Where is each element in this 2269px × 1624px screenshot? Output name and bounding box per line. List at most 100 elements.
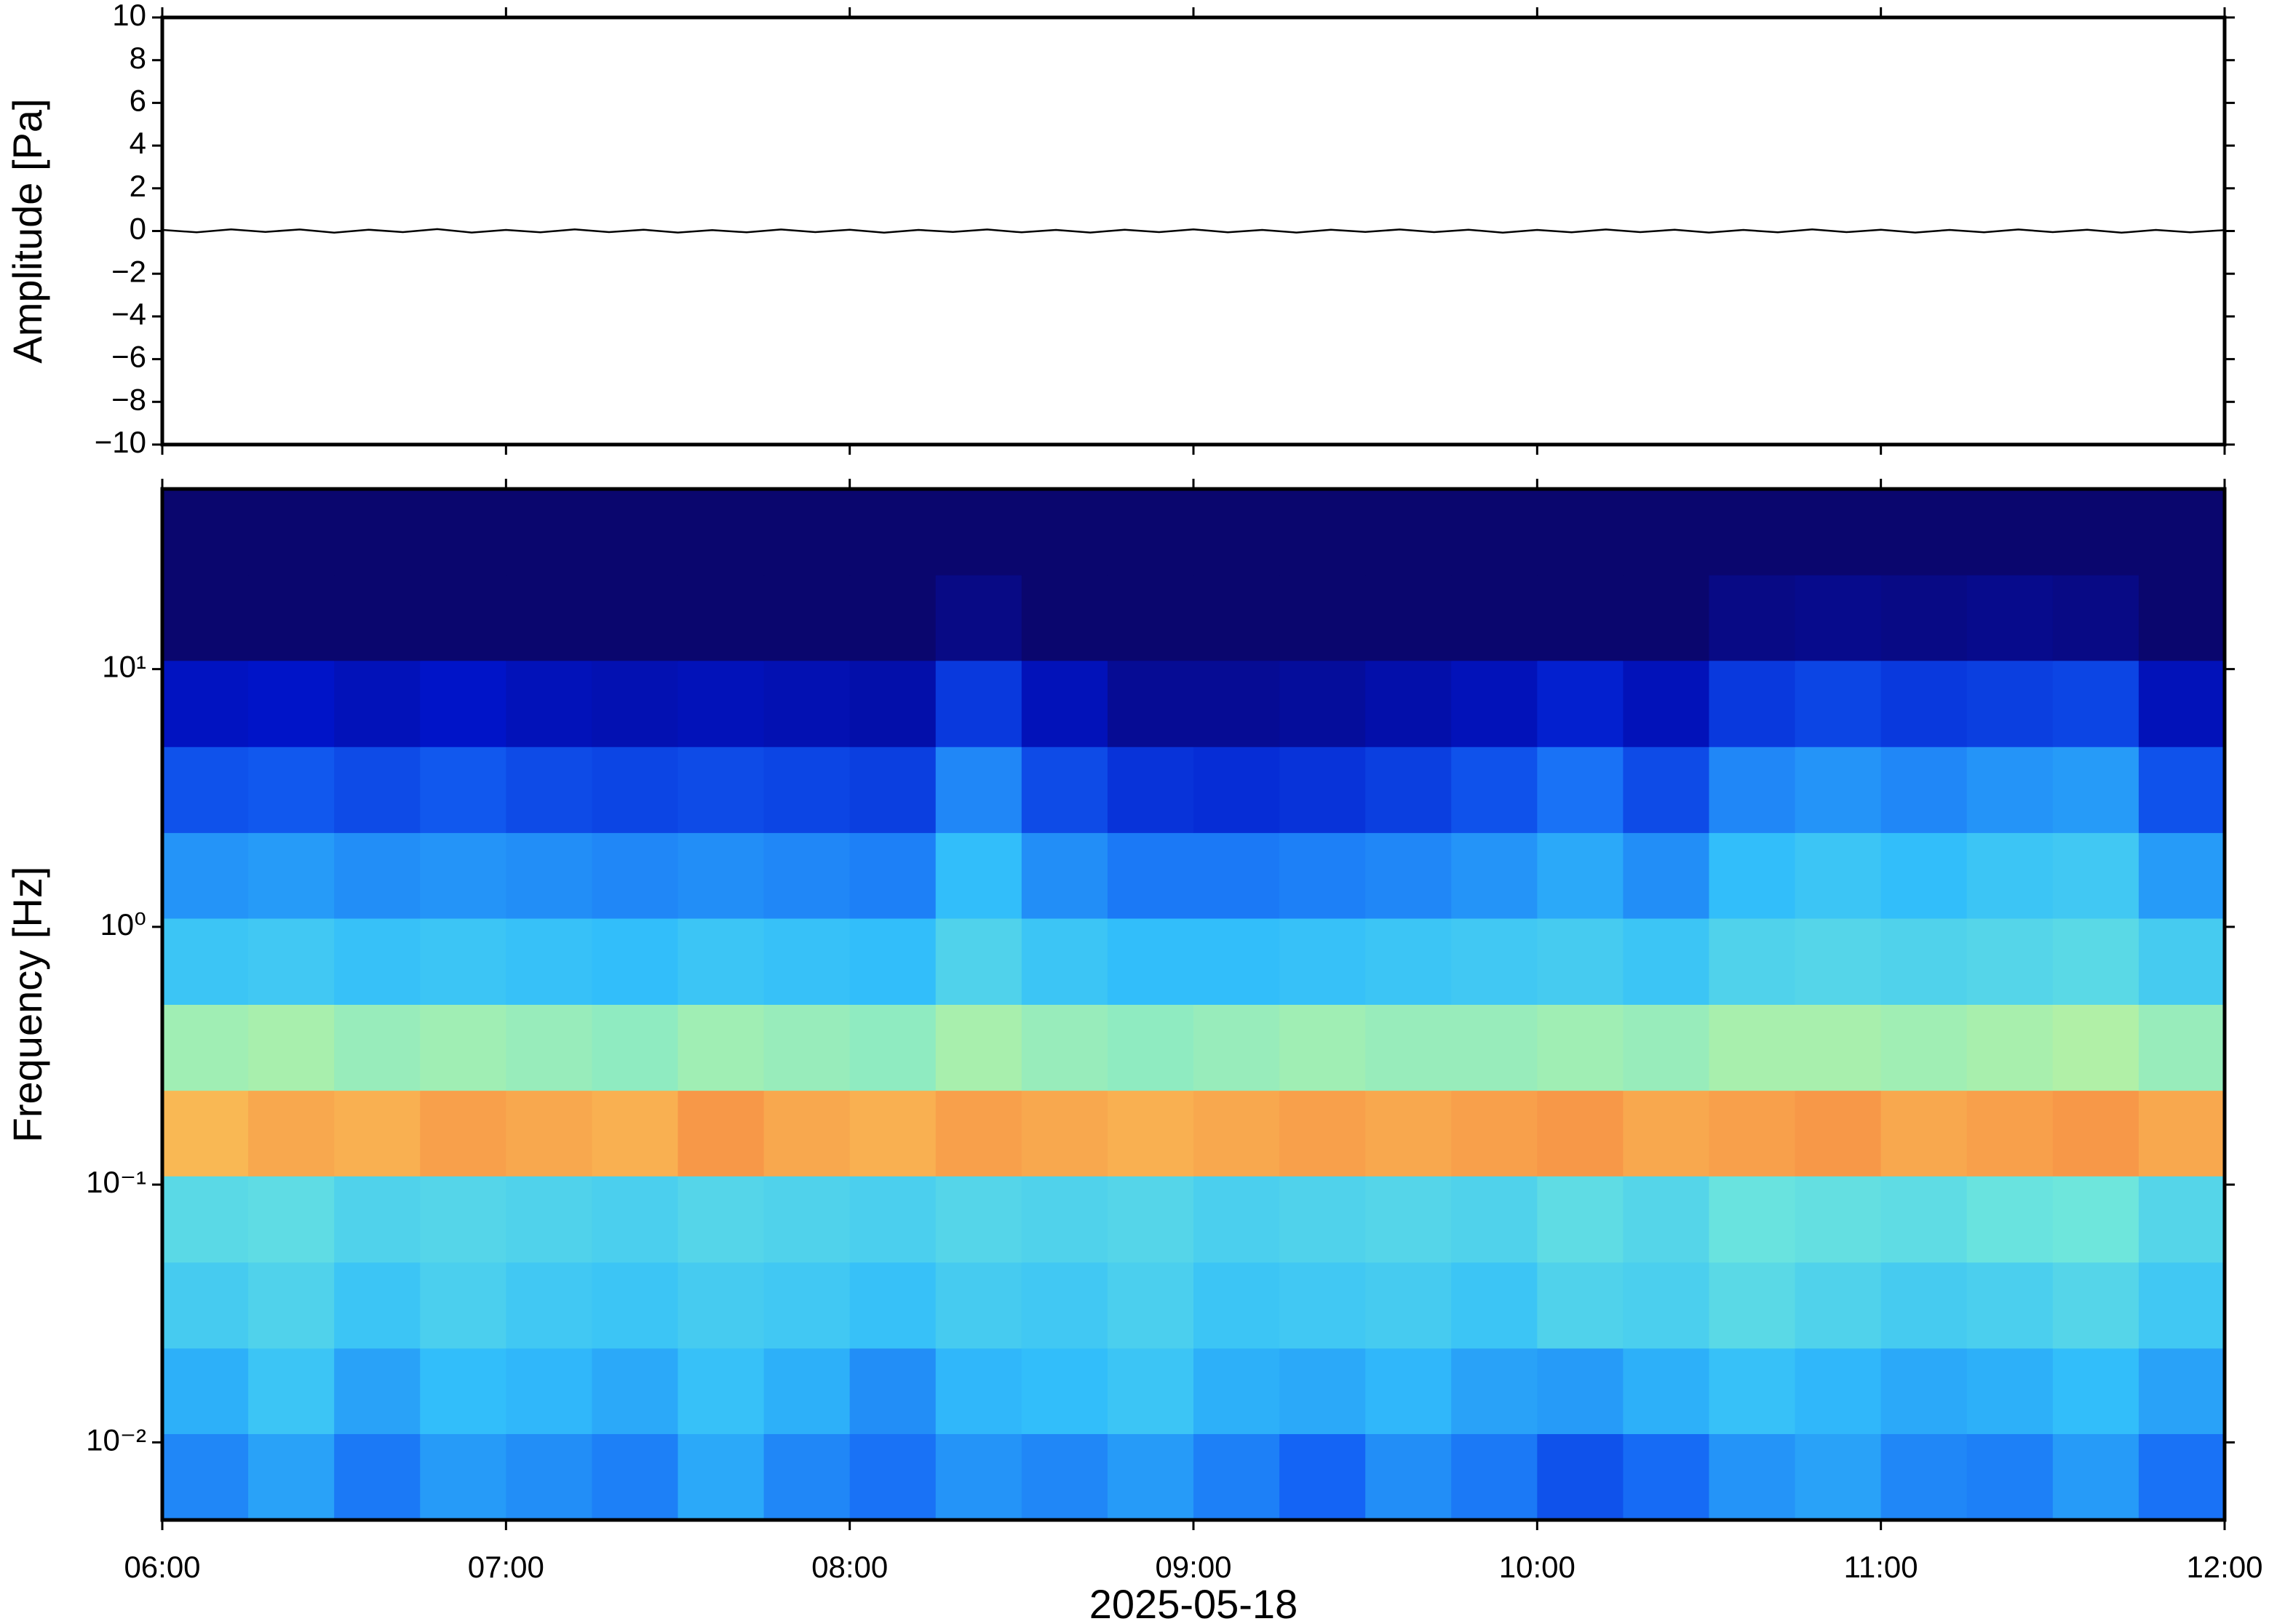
spectrogram-cell [334, 489, 421, 576]
spectrogram-cell [1537, 1004, 1624, 1091]
spectrogram-cell [248, 1090, 335, 1177]
spectrogram-cell [1537, 1262, 1624, 1349]
spectrogram-cell [420, 747, 506, 833]
spectrogram-cell [1107, 1090, 1194, 1177]
spectrogram-cell [334, 918, 421, 1005]
spectrogram-cell [1880, 1433, 1968, 1521]
spectrogram-cell [1709, 1348, 1796, 1435]
spectrogram-cell [162, 1004, 249, 1091]
spectrogram-cell [2138, 489, 2225, 576]
spectrogram-cell [248, 1262, 335, 1349]
spectrogram-cell [935, 1433, 1022, 1521]
spectrogram-cell [334, 1433, 421, 1521]
y-tick-label: 10 [112, 0, 146, 32]
spectrogram-cell [2138, 918, 2225, 1005]
spectrogram-cell [1193, 660, 1280, 747]
spectrogram-cell [935, 489, 1022, 576]
spectrogram-cell [248, 918, 335, 1005]
spectrogram-cell [248, 1176, 335, 1263]
spectrogram-cell [935, 575, 1022, 661]
spectrogram-cell [935, 1090, 1022, 1177]
spectrogram-cell [1193, 1176, 1280, 1263]
y-tick-label: 2 [130, 169, 146, 203]
spectrogram-cell [1193, 1090, 1280, 1177]
spectrogram-cell [334, 660, 421, 747]
spectrogram-cell [1537, 747, 1624, 833]
spectrogram-cell [1880, 660, 1968, 747]
spectrogram-cell [506, 1090, 592, 1177]
y-tick-label: 4 [130, 126, 146, 160]
spectrogram-cell [849, 1262, 937, 1349]
spectrogram-cell [1021, 1004, 1108, 1091]
spectrogram-cell [849, 1433, 937, 1521]
spectrogram-cell [162, 489, 249, 576]
spectrogram-cell [592, 1090, 678, 1177]
spectrogram-cell [849, 1348, 937, 1435]
spectrogram-cell [1623, 747, 1709, 833]
spectrogram-cell [2052, 832, 2139, 919]
spectrogram-cell [162, 660, 249, 747]
spectrogram-cell [420, 832, 506, 919]
spectrogram-cell [1365, 489, 1452, 576]
spectrogram-cell [162, 1090, 249, 1177]
spectrogram-cell [849, 575, 937, 661]
spectrogram-cell [1365, 1004, 1452, 1091]
y-tick-label: −6 [111, 340, 146, 374]
spectrogram-cell [1107, 1348, 1194, 1435]
spectrogram-cell [677, 832, 765, 919]
spectrogram-cell [1623, 575, 1709, 661]
spectrogram-cell [677, 1433, 765, 1521]
y-tick-label: 10⁰ [100, 907, 146, 942]
spectrogram-cell [677, 1090, 765, 1177]
y-tick-label: 10¹ [102, 650, 146, 684]
spectrogram-cell [592, 1262, 678, 1349]
spectrogram-cell [1966, 660, 2054, 747]
x-tick-label: 08:00 [811, 1550, 888, 1584]
spectrogram-cell [763, 918, 851, 1005]
spectrogram-cell [1966, 1348, 2054, 1435]
spectrogram-cell [1365, 832, 1452, 919]
x-axis-label: 2025-05-18 [1089, 1581, 1298, 1624]
spectrogram-cell [1709, 918, 1796, 1005]
y-tick-label: 6 [130, 83, 146, 117]
spectrogram-cell [1880, 1090, 1968, 1177]
spectrogram-cell [248, 1004, 335, 1091]
x-tick-label: 11:00 [1844, 1550, 1918, 1584]
spectrogram-cell [1279, 1004, 1366, 1091]
spectrogram-cell [506, 832, 592, 919]
spectrogram-cell [420, 1348, 506, 1435]
spectrogram-cell [677, 747, 765, 833]
spectrogram-cell [420, 1262, 506, 1349]
spectrogram-cell [1795, 918, 1882, 1005]
spectrogram-cell [1537, 660, 1624, 747]
spectrogram-cell [162, 575, 249, 661]
spectrogram-cell [420, 660, 506, 747]
spectrogram-cell [334, 1262, 421, 1349]
spectrogram-cell [162, 918, 249, 1005]
spectrogram-cell [1021, 575, 1108, 661]
spectrogram-cell [592, 918, 678, 1005]
spectrogram-cell [420, 1090, 506, 1177]
spectrogram-cell [334, 1004, 421, 1091]
spectrogram-cell [162, 1348, 249, 1435]
spectrogram-cell [1966, 575, 2054, 661]
spectrogram-cell [1451, 1262, 1538, 1349]
spectrogram-cell [592, 1348, 678, 1435]
spectrogram-cell [1966, 832, 2054, 919]
spectrogram-cell [1451, 489, 1538, 576]
axes: −10 −8 −6 −4 −2 0 2 4 6 8 10 Amplitude [Pa] 10⁻² 10⁻¹… [4, 0, 2263, 1624]
spectrogram-cell [1451, 1433, 1538, 1521]
spectrogram-cell [506, 1433, 592, 1521]
spectrogram-cell [2138, 747, 2225, 833]
spectrogram-cell [763, 1348, 851, 1435]
spectrogram-cell [592, 575, 678, 661]
spectrogram-cell [1193, 832, 1280, 919]
y-tick-label: 8 [130, 41, 146, 75]
spectrogram-cell [334, 1090, 421, 1177]
spectrogram-cell [2138, 1348, 2225, 1435]
spectrogram-cell [935, 747, 1022, 833]
spectrogram-cell [935, 1262, 1022, 1349]
spectrogram-cell [849, 747, 937, 833]
spectrogram-cell [1365, 1348, 1452, 1435]
spectrogram-cell [763, 660, 851, 747]
